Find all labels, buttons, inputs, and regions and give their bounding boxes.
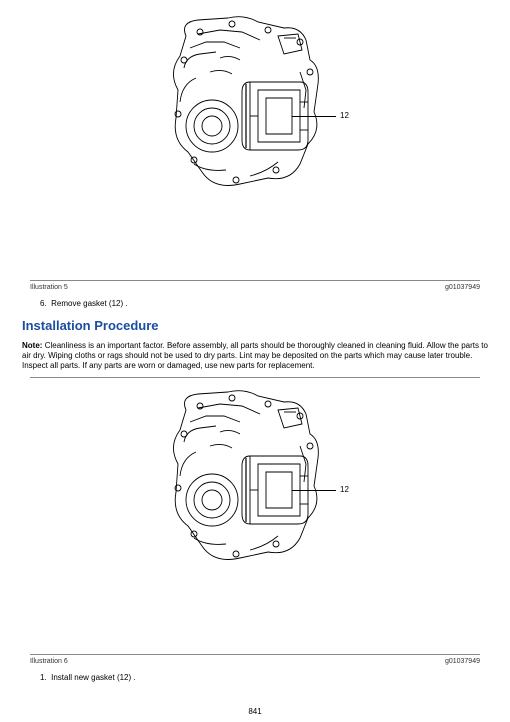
note-text: Cleanliness is an important factor. Befo… [22,341,488,370]
figure-1: 12 Illustration 5 g01037949 [22,12,488,291]
callout-label-2: 12 [340,485,349,494]
figure-2-caption: Illustration 6 g01037949 [30,654,480,665]
engine-part-illustration [150,12,360,212]
installation-heading: Installation Procedure [22,318,488,333]
caption-left: Illustration 6 [30,658,68,665]
figure-1-drawing: 12 [150,12,360,232]
step-6: 6. Remove gasket (12) . [40,299,488,308]
figure-2: 12 Illustration 6 g01037949 [22,386,488,665]
page-content: 12 Illustration 5 g01037949 6. Remove ga… [0,0,510,700]
callout-leader-2 [292,490,336,491]
figure-2-drawing: 12 [150,386,360,606]
caption-right: g01037949 [445,658,480,665]
callout-label-1: 12 [340,111,349,120]
step-text: Remove gasket (12) . [51,299,127,308]
caption-right: g01037949 [445,284,480,291]
step-num: 6. [40,299,47,308]
note-paragraph: Note: Cleanliness is an important factor… [22,341,488,371]
step-1: 1. Install new gasket (12) . [40,673,488,682]
figure-1-caption: Illustration 5 g01037949 [30,280,480,291]
note-label: Note: [22,341,42,350]
separator-rule [30,377,480,378]
step-text: Install new gasket (12) . [51,673,135,682]
step-num: 1. [40,673,47,682]
engine-part-illustration [150,386,360,586]
callout-leader-1 [292,116,336,117]
page-number: 841 [0,707,510,716]
caption-left: Illustration 5 [30,284,68,291]
